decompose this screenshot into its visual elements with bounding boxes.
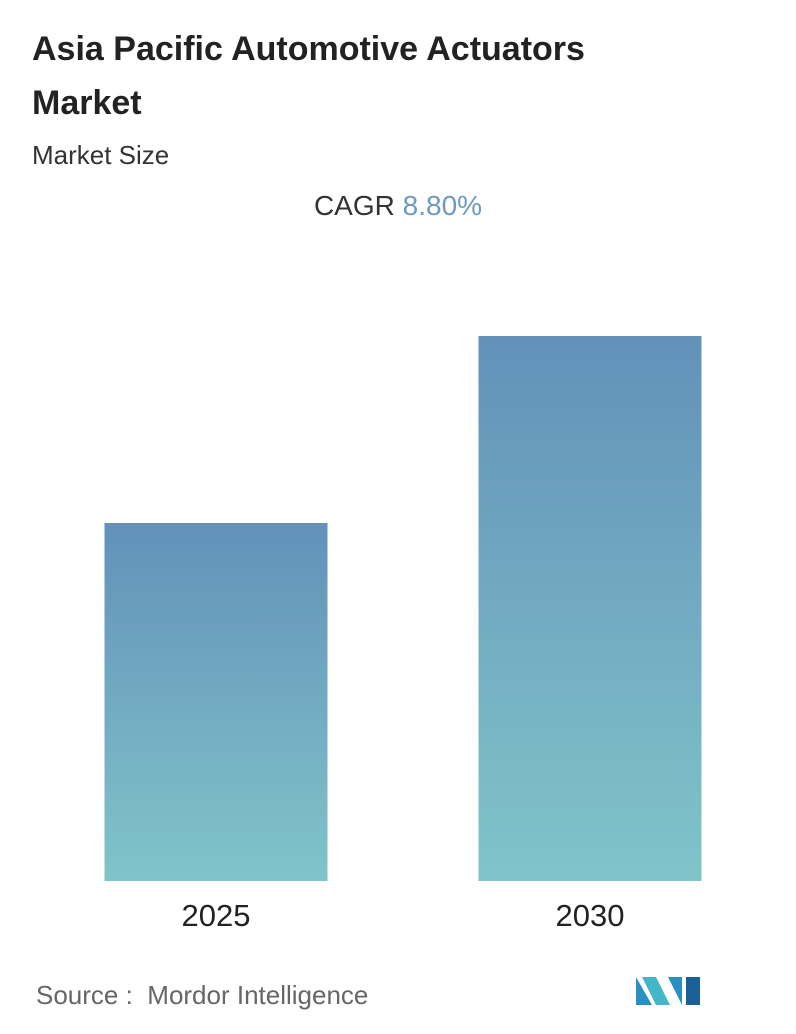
- x-tick-label: 2025: [182, 898, 251, 933]
- cagr-value: 8.80%: [402, 190, 483, 221]
- source: Source : Mordor Intelligence: [36, 980, 368, 1011]
- chart-subtitle: Market Size: [32, 140, 170, 170]
- x-tick-label: 2030: [556, 898, 625, 933]
- bar: [104, 523, 328, 881]
- source-label: Source :: [36, 980, 133, 1010]
- cagr-label: CAGR: [313, 190, 395, 221]
- bar: [478, 336, 702, 881]
- chart-title: Asia Pacific Automotive Actuators Market: [32, 30, 585, 122]
- source-name: Mordor Intelligence: [147, 980, 369, 1010]
- logo: [636, 977, 700, 1005]
- cagr: CAGR 8.80%: [0, 190, 796, 222]
